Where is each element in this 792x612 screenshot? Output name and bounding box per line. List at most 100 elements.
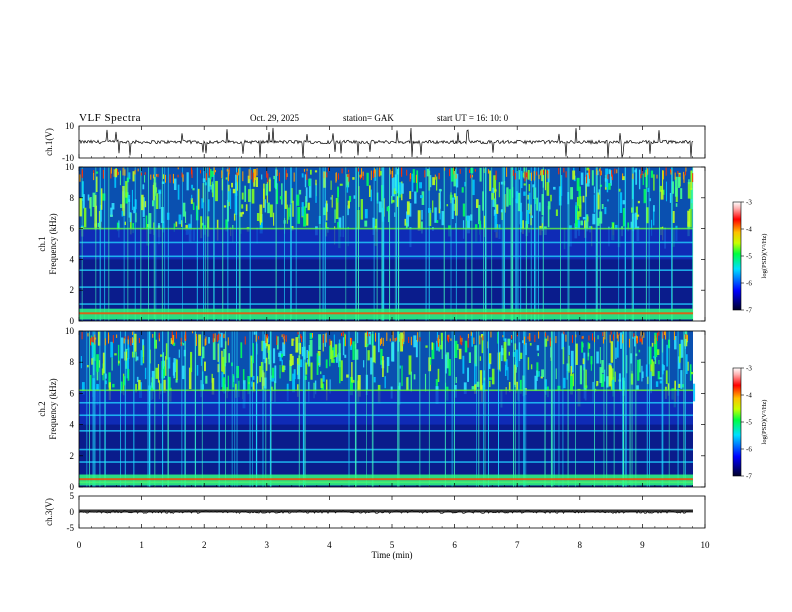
spectrogram-speckle [386, 332, 388, 341]
spectrogram-texture [665, 181, 667, 202]
spectrogram-texture [347, 200, 350, 209]
spectrogram-texture [333, 334, 335, 357]
spectrogram-texture [675, 203, 678, 207]
spectrogram-speckle [611, 174, 613, 181]
colorbar-tick-label: -7 [746, 473, 752, 481]
spectrogram-texture [660, 190, 664, 200]
spectrogram-speckle [546, 170, 548, 174]
sferic-line [373, 167, 375, 321]
spectrogram-texture [370, 189, 372, 202]
spectrogram-speckle [177, 167, 179, 170]
spectrogram-texture [217, 343, 219, 362]
spectrogram-speckle [444, 167, 446, 171]
y-tick-label: 4 [70, 254, 75, 264]
spectrogram-speckle [216, 335, 218, 342]
spectrogram-texture [394, 212, 396, 217]
spectrogram-texture [322, 375, 325, 382]
spectrogram-speckle [323, 171, 325, 179]
spectrogram-texture [95, 171, 99, 174]
spectrogram-texture [182, 202, 186, 217]
spectrogram-texture [575, 343, 578, 365]
spectrogram-texture [465, 215, 469, 221]
sferic-line [562, 331, 564, 487]
spectrogram-texture [329, 345, 331, 367]
spectrogram-texture [347, 205, 349, 216]
spectrogram-texture [129, 212, 132, 235]
spectrogram-texture [342, 337, 345, 356]
colorbar-tick-label: -6 [746, 280, 752, 288]
spectrogram-speckle [281, 334, 283, 338]
spectrogram-texture [609, 170, 612, 186]
spectrogram-speckle [549, 337, 551, 347]
spectrogram-speckle [525, 172, 527, 178]
spectrogram-texture [274, 365, 277, 384]
sferic-line [120, 331, 122, 487]
spectrogram-texture [177, 184, 180, 200]
sferic-line [623, 331, 625, 487]
sferic-line [625, 331, 627, 487]
spectrogram-texture [263, 377, 267, 389]
sferic-line [662, 331, 664, 487]
spectrogram-texture [201, 198, 203, 209]
spectrogram-texture [232, 188, 236, 194]
sferic-line [488, 331, 489, 487]
spectrogram-texture [534, 198, 536, 205]
y-tick-label: 2 [70, 285, 75, 295]
sferic-line [127, 167, 129, 321]
spectrogram-texture [357, 332, 359, 344]
spectrogram-texture [305, 196, 308, 208]
spectrogram-texture [432, 177, 436, 186]
spectrogram-texture [592, 213, 596, 225]
spectrogram-texture [373, 376, 376, 383]
spectrogram-speckle [276, 335, 278, 346]
spectrogram-texture [127, 338, 129, 350]
spectrogram-texture [636, 214, 640, 217]
spectrogram-speckle [191, 169, 193, 179]
date-label: Oct. 29, 2025 [250, 113, 299, 123]
spectrogram-texture [634, 212, 638, 229]
spectrogram-speckle [547, 335, 549, 342]
sferic-line [133, 331, 135, 487]
sferic-line [262, 331, 264, 487]
spectrogram-texture [610, 366, 613, 381]
spectrogram-texture [209, 178, 211, 187]
spectrogram-texture [337, 186, 339, 203]
spectrogram-texture [450, 168, 454, 182]
spectrogram-texture [163, 379, 166, 393]
spectrogram-texture [330, 197, 332, 200]
spectrogram-texture [235, 174, 237, 185]
spectrogram-texture [604, 206, 607, 215]
spectrogram-texture [344, 354, 347, 358]
sferic-line [618, 167, 620, 321]
spectrogram-texture [191, 184, 194, 189]
spectrogram-texture [541, 216, 543, 224]
spectrogram-texture [520, 170, 523, 189]
spectrogram-texture [324, 333, 326, 347]
y-tick-label: 6 [70, 224, 75, 234]
spectrogram-texture [547, 201, 551, 210]
spectrogram-texture [297, 207, 301, 224]
spectrogram-speckle [536, 171, 538, 176]
spectrogram-texture [464, 181, 466, 187]
spectrogram-texture [135, 212, 137, 223]
sferic-line [290, 167, 292, 321]
spectrogram-speckle [670, 170, 672, 175]
spectrogram-texture [192, 202, 195, 211]
spectrogram-speckle [329, 338, 331, 346]
spectrogram-texture [363, 360, 365, 368]
spectrogram-texture [508, 189, 512, 206]
sferic-line [503, 167, 505, 321]
spectrogram-texture [421, 191, 425, 205]
sferic-line [204, 167, 206, 321]
spectrogram-texture [691, 199, 693, 204]
spectrogram-texture [604, 178, 607, 182]
spectrogram-speckle [640, 333, 642, 337]
spectrogram-texture [119, 170, 121, 186]
spectrogram-texture [200, 216, 203, 239]
spectrogram-texture [534, 375, 537, 391]
spectrogram-texture [280, 353, 284, 358]
spectrogram-texture [120, 204, 122, 209]
sferic-line [153, 167, 155, 321]
sferic-line [585, 167, 587, 321]
spectrogram-texture [527, 194, 530, 200]
